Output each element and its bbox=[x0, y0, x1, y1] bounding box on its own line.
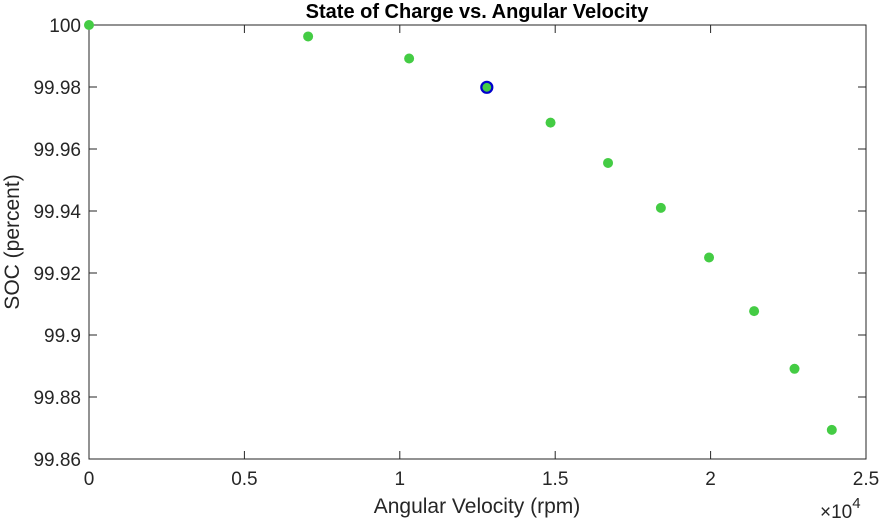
y-tick-label: 99.88 bbox=[33, 388, 81, 409]
plot-area bbox=[88, 24, 867, 460]
x-axis-multiplier: ×104 bbox=[820, 495, 861, 520]
data-point[interactable] bbox=[603, 157, 614, 168]
x-tick-label: 1 bbox=[395, 469, 406, 490]
highlighted-data-point[interactable] bbox=[480, 80, 494, 94]
x-tick-label: 1.5 bbox=[542, 469, 568, 490]
data-point[interactable] bbox=[84, 20, 94, 30]
x-tick-label: 2.5 bbox=[853, 469, 879, 490]
data-point[interactable] bbox=[655, 202, 666, 213]
y-tick-label: 99.86 bbox=[33, 450, 81, 471]
x-axis-label: Angular Velocity (rpm) bbox=[374, 495, 581, 518]
x-tick-label: 0 bbox=[84, 469, 95, 490]
y-tick-labels: 99.86 99.88 99.9 99.92 99.94 99.96 99.98 100 bbox=[33, 16, 81, 471]
x-tick-label: 2 bbox=[705, 469, 716, 490]
y-tick-label: 100 bbox=[49, 16, 81, 37]
data-point[interactable] bbox=[704, 252, 715, 263]
chart-title: State of Charge vs. Angular Velocity bbox=[306, 1, 650, 23]
y-tick-label: 99.94 bbox=[33, 202, 81, 223]
data-point[interactable] bbox=[826, 424, 837, 435]
data-points bbox=[84, 20, 837, 435]
data-point[interactable] bbox=[749, 306, 760, 317]
data-point[interactable] bbox=[404, 53, 415, 64]
x-multiplier-exponent: 4 bbox=[852, 495, 860, 512]
y-tick-label: 99.98 bbox=[33, 78, 81, 99]
tick-marks bbox=[88, 24, 867, 460]
x-multiplier-base: ×10 bbox=[820, 502, 852, 520]
y-tick-label: 99.96 bbox=[33, 140, 81, 161]
data-point[interactable] bbox=[789, 363, 800, 374]
y-tick-label: 99.92 bbox=[33, 264, 81, 285]
data-point[interactable] bbox=[303, 31, 314, 42]
data-point[interactable] bbox=[545, 117, 556, 128]
y-axis-label: SOC (percent) bbox=[1, 174, 24, 309]
x-tick-labels: 0 0.5 1 1.5 2 2.5 bbox=[84, 469, 880, 490]
x-tick-label: 0.5 bbox=[231, 469, 257, 490]
y-tick-label: 99.9 bbox=[44, 326, 81, 347]
